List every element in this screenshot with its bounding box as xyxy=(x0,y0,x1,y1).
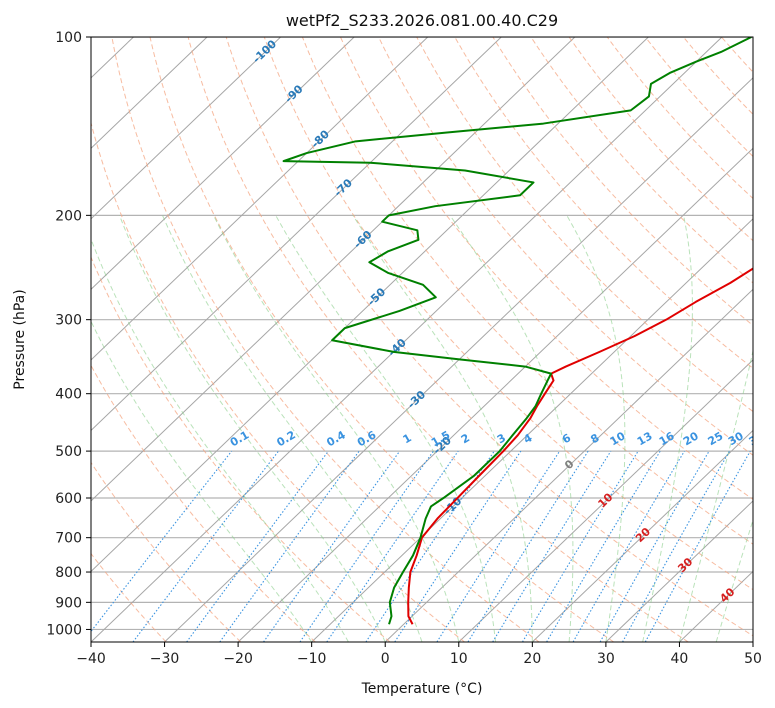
dry-adiabat xyxy=(149,37,614,642)
isotherm-line xyxy=(531,429,753,642)
dry-adiabat xyxy=(454,37,753,369)
x-tick-label: 40 xyxy=(671,651,689,667)
y-tick-label: 600 xyxy=(55,491,82,507)
isotherm-line xyxy=(384,288,753,642)
dry-adiabat xyxy=(378,37,753,456)
mixing-ratio-line xyxy=(644,450,751,642)
mixing-ratio-line xyxy=(326,450,459,642)
mixing-ratio-line xyxy=(219,450,360,642)
y-tick-label: 300 xyxy=(55,313,82,329)
dry-adiabat xyxy=(91,552,167,642)
moist-adiabat xyxy=(275,215,497,642)
x-tick-label: 0 xyxy=(381,651,390,667)
moist-adiabat xyxy=(91,320,313,642)
x-tick-label: −30 xyxy=(150,651,180,667)
mixing-ratio-line xyxy=(467,450,589,642)
isotherm-line xyxy=(91,37,281,220)
moist-adiabat xyxy=(566,215,626,642)
isotherm-line xyxy=(164,77,753,642)
isotherm-line xyxy=(605,500,753,642)
dry-adiabat xyxy=(187,37,689,642)
mixing-ratio-line xyxy=(436,450,561,642)
x-axis-ticks: −40 −30 −20 −10 0 10 20 30 40 50 xyxy=(76,642,762,667)
dry-adiabats xyxy=(91,37,753,642)
x-tick-label: 50 xyxy=(744,651,762,667)
moist-adiabat xyxy=(91,237,349,642)
y-tick-label: 800 xyxy=(55,565,82,581)
mixing-ratio-line xyxy=(132,450,279,642)
moist-adiabat xyxy=(352,215,533,642)
y-tick-label: 700 xyxy=(55,531,82,547)
isotherm-line xyxy=(458,359,753,642)
x-tick-label: 30 xyxy=(597,651,615,667)
isotherm-line xyxy=(91,37,576,502)
mixing-ratio-line xyxy=(365,450,495,642)
isotherm-line xyxy=(91,37,723,642)
x-tick-label: −40 xyxy=(76,651,106,667)
y-axis-ticks: 100 200 300 400 500 600 700 800 900 1000 xyxy=(46,30,91,638)
dry-adiabat xyxy=(492,37,753,327)
y-tick-label: 100 xyxy=(55,30,82,46)
isotherm-line xyxy=(237,147,753,642)
moist-adiabat xyxy=(119,215,386,642)
mixing-ratio-line xyxy=(91,450,233,633)
isotherm-line xyxy=(91,37,355,291)
dry-adiabat xyxy=(225,37,753,637)
chart-title: wetPf2_S233.2026.081.00.40.C29 xyxy=(286,11,558,31)
y-tick-label: 900 xyxy=(55,595,82,611)
x-tick-label: −20 xyxy=(223,651,253,667)
sounding-profiles xyxy=(282,37,753,625)
mixing-ratio-line xyxy=(622,450,731,642)
isotherm-gridlines xyxy=(91,37,753,642)
mixing-ratio-line xyxy=(299,450,434,642)
y-tick-label: 200 xyxy=(55,208,82,224)
moist-adiabat xyxy=(213,215,460,642)
dry-adiabat xyxy=(91,120,465,642)
mixing-ratio-label: 36 xyxy=(747,429,767,448)
y-tick-label: 400 xyxy=(55,387,82,403)
mixing-ratio-lines xyxy=(91,450,751,642)
mixing-ratio-line xyxy=(186,450,329,642)
y-tick-label: 500 xyxy=(55,444,82,460)
plot-area: -100-90-80-70-60-50-40-30-20-10010203040… xyxy=(91,37,767,642)
dry-adiabat xyxy=(111,37,540,642)
moist-adiabat xyxy=(642,215,693,642)
isotherm-line xyxy=(91,37,429,361)
x-tick-label: −10 xyxy=(297,651,327,667)
mixing-ratio-line xyxy=(521,450,639,642)
x-tick-label: 20 xyxy=(523,651,541,667)
isotherm-line xyxy=(91,37,208,149)
plot-frame xyxy=(90,36,754,643)
dry-adiabat xyxy=(301,37,753,545)
x-axis-label: Temperature (°C) xyxy=(361,681,483,697)
dry-adiabat xyxy=(91,364,316,642)
mixing-ratio-line xyxy=(263,450,401,642)
y-axis-label: Pressure (hPa) xyxy=(12,289,28,389)
y-tick-label: 1000 xyxy=(46,622,82,638)
x-tick-label: 10 xyxy=(450,651,468,667)
dry-adiabat xyxy=(91,461,242,642)
dewpoint-profile-line xyxy=(282,37,752,625)
dry-adiabat xyxy=(263,37,753,591)
temperature-profile-line xyxy=(407,267,753,625)
mixing-ratio-line xyxy=(492,450,612,642)
dry-adiabat xyxy=(91,255,391,642)
